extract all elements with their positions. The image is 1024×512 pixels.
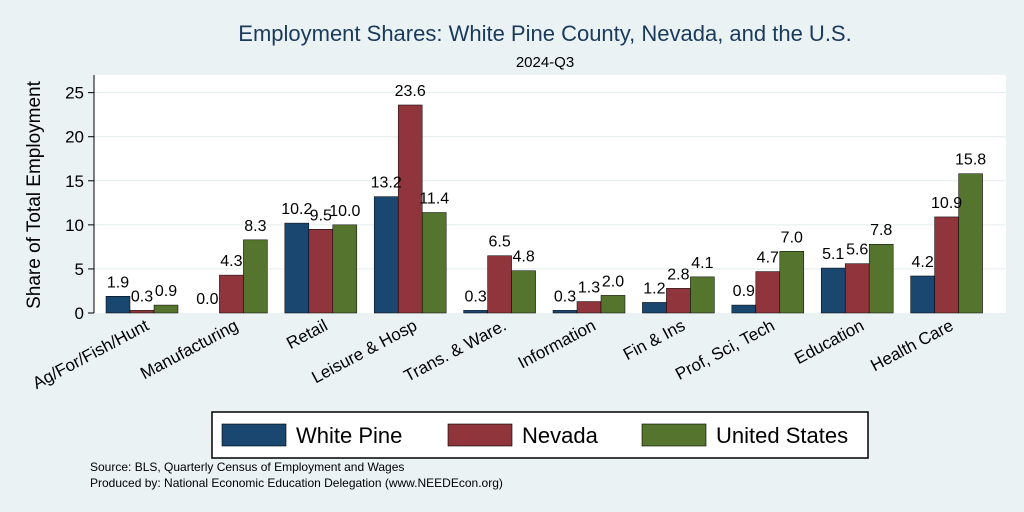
data-label: 0.3: [464, 288, 486, 305]
bar-united-states-6: [690, 276, 715, 314]
bar-nevada-5: [576, 301, 602, 314]
bar-nevada-9: [934, 216, 959, 314]
legend-swatch-white-pine: [221, 423, 287, 447]
data-label: 0.9: [155, 283, 177, 300]
data-label: 4.7: [757, 250, 779, 267]
bar-united-states-1: [243, 239, 268, 314]
data-label: 15.8: [955, 152, 986, 169]
bar-white-pine-0: [105, 296, 131, 314]
data-label: 7.8: [870, 222, 892, 239]
bar-white-pine-5: [552, 310, 578, 314]
bar-white-pine-7: [731, 304, 757, 314]
data-label: 10.0: [329, 203, 360, 220]
bar-united-states-0: [153, 304, 179, 314]
y-tick-label: 0: [75, 304, 84, 323]
data-label: 11.4: [419, 191, 449, 208]
bar-united-states-7: [779, 251, 805, 314]
bar-white-pine-6: [642, 302, 667, 314]
legend-label-nevada: Nevada: [522, 423, 599, 448]
bar-nevada-1: [219, 274, 244, 314]
data-label: 0.9: [733, 283, 755, 300]
data-label: 8.3: [244, 218, 266, 235]
data-label: 2.0: [602, 273, 624, 290]
data-label: 4.8: [512, 249, 534, 266]
bar-united-states-2: [332, 224, 358, 314]
data-label: 1.3: [578, 280, 600, 297]
bar-white-pine-3: [373, 196, 399, 314]
data-labels: 1.90.3 0.9 0.04.38.310.29.510.013.223.611.…: [107, 83, 986, 308]
legend-box: [211, 411, 869, 459]
chart-subtitle: 2024-Q3: [516, 54, 574, 71]
data-label: 5.6: [846, 242, 868, 259]
legend-swatch-nevada: [447, 423, 513, 447]
producer-note: Produced by: National Economic Education…: [90, 476, 503, 490]
y-tick-label: 10: [65, 216, 84, 235]
bar-united-states-9: [958, 173, 983, 314]
chart-title: Employment Shares: White Pine County, Ne…: [238, 21, 851, 46]
data-label: 4.2: [911, 254, 933, 271]
data-label: 23.6: [395, 83, 426, 100]
data-label: 7.0: [781, 229, 803, 246]
data-label: 0.0: [196, 291, 218, 308]
data-label: 10.2: [281, 201, 312, 218]
bar-united-states-4: [511, 270, 536, 314]
bar-nevada-3: [397, 104, 423, 314]
y-tick-label: 20: [65, 128, 84, 147]
data-label: 4.3: [220, 253, 242, 270]
data-label: 0.3: [554, 288, 576, 305]
y-tick-label: 5: [75, 260, 84, 279]
bar-nevada-4: [487, 255, 512, 314]
bar-united-states-8: [868, 243, 894, 314]
data-label: 2.8: [667, 266, 689, 283]
y-ticks: 0 5 10 15 20 25: [65, 84, 94, 323]
bar-nevada-0: [129, 310, 155, 314]
bar-nevada-8: [844, 263, 870, 314]
source-note: Source: BLS, Quarterly Census of Employm…: [90, 460, 404, 474]
bar-white-pine-4: [463, 310, 488, 314]
data-label: 5.1: [822, 246, 844, 263]
legend-swatch-united-states: [641, 423, 707, 447]
bar-nevada-6: [666, 288, 691, 314]
data-label: 0.3: [131, 288, 153, 305]
bar-white-pine-8: [820, 267, 846, 314]
bar-nevada-7: [755, 271, 781, 314]
bar-white-pine-9: [910, 275, 935, 314]
y-tick-label: 25: [65, 84, 84, 103]
bar-united-states-5: [600, 295, 626, 314]
y-axis-label: Share of Total Employment: [24, 80, 45, 308]
data-label: 1.9: [107, 274, 129, 291]
legend-label-white-pine: White Pine: [296, 423, 402, 448]
legend: White Pine Nevada United States: [211, 411, 869, 459]
data-label: 4.1: [691, 255, 713, 272]
legend-label-united-states: United States: [716, 423, 848, 448]
data-label: 6.5: [488, 234, 510, 251]
data-label: 9.5: [310, 207, 332, 224]
data-label: 1.2: [643, 280, 665, 297]
data-label: 10.9: [931, 195, 962, 212]
bar-nevada-2: [308, 229, 334, 314]
bar-white-pine-2: [284, 222, 310, 314]
bar-united-states-3: [421, 212, 447, 314]
data-label: 13.2: [371, 175, 402, 192]
y-tick-label: 15: [65, 172, 84, 191]
bars: [105, 104, 983, 314]
